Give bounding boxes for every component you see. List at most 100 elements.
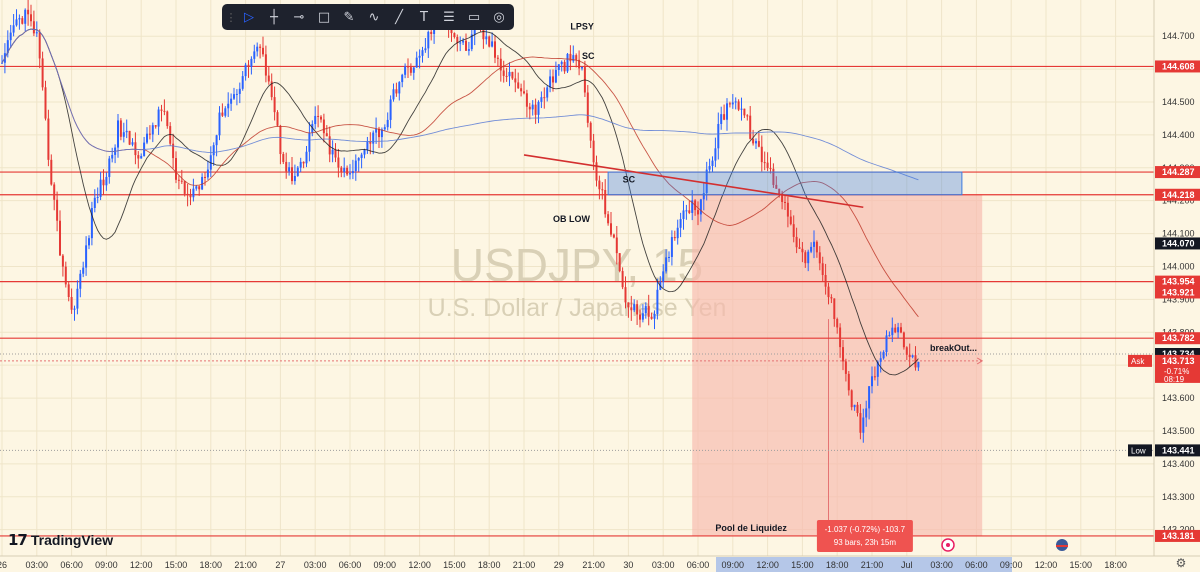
candle-body [641,313,644,320]
candle-body [267,75,270,82]
candle-body [682,210,685,220]
candle-body [6,40,9,54]
candle-body [798,247,801,249]
template-tool-icon[interactable]: ▭ [467,9,481,25]
candle-body [528,106,531,110]
candle-body [64,266,67,285]
measurement-line2: 93 bars, 23h 15m [834,538,897,547]
x-tick-label: 18:00 [478,560,501,570]
x-tick-label: 09:00 [95,560,118,570]
x-tick-label: 06:00 [339,560,362,570]
x-tick-label: 15:00 [791,560,814,570]
time-axis: 26 03:00 06:00 09:00 12:00 15:00 18:00 21:00 27 0… [0,560,1127,570]
candle-body [67,284,70,298]
x-tick-label: 15:00 [443,560,466,570]
path-tool-icon[interactable]: ∿ [368,9,380,25]
candle-body [201,176,204,190]
candle-body [824,275,827,287]
candle-body [314,115,317,125]
toolbar-grip-icon[interactable]: ⋮ [225,10,237,24]
candle-body [401,74,404,83]
candle-body [189,195,192,198]
candle-body [320,116,322,120]
candle-body [250,58,253,67]
x-tick-label: 21:00 [513,560,536,570]
y-tick-label: 143.600 [1162,393,1195,403]
candle-body [418,55,421,58]
candle-body [502,70,505,76]
candle-body [212,145,215,156]
hide-tool-icon[interactable]: ◎ [493,9,505,25]
x-tick-label: 18:00 [1104,560,1127,570]
candle-body [537,101,540,115]
candle-body [813,241,815,247]
candle-body [317,115,320,117]
candle-body [38,32,41,59]
y-tick-label: 143.200 [1162,525,1195,535]
candle-body [241,76,244,89]
price-badge-label: 143.441 [1162,445,1195,455]
candle-body [717,123,720,149]
rectangle-tool-icon[interactable]: □ [317,9,331,25]
horizontal-line-tool-icon[interactable]: ⊸ [293,9,305,25]
candle-body [523,91,525,94]
candle-body [206,169,209,178]
candle-body [763,162,766,164]
level-badge-bg [1155,166,1200,179]
settings-tool-icon[interactable]: ☰ [443,9,455,25]
price-badge-countdown: 08:19 [1164,375,1185,384]
brush-tool-icon[interactable]: ✎ [343,9,355,25]
tradingview-logo[interactable]: 17 TradingView [8,531,113,549]
candle-body [59,220,61,256]
candle-body [285,161,288,172]
candle-body [531,104,534,110]
symbol-watermark: USDJPY, 15U.S. Dollar / Japanese Yen [428,239,727,322]
candle-body [9,32,12,41]
level-badge-bg [1155,188,1200,201]
candle-body [61,255,64,267]
candle-body [282,154,285,162]
x-tick-label: 27 [275,560,285,570]
x-tick-label: 29 [554,560,564,570]
chart-settings-icon[interactable]: ⚙ [1175,556,1187,570]
candle-body [862,417,865,433]
candle-body [41,58,44,88]
candle-body [215,135,218,146]
candle-body [691,200,694,213]
candle-body [93,197,96,208]
candle-body [572,55,575,62]
candle-body [328,136,331,155]
x-tick-label: Jul [901,560,913,570]
candle-body [525,93,528,107]
candle-body [711,160,714,167]
candle-body [230,98,233,104]
y-tick-label: 143.900 [1162,294,1195,304]
crosshair-tool-icon[interactable]: ┼ [270,9,278,25]
candle-body [125,130,128,133]
candle-body [699,199,702,215]
candle-body [99,179,102,197]
candle-body [175,158,177,180]
candle-body [279,125,282,155]
candle-body [491,41,494,47]
candle-body [398,82,401,94]
x-tick-label: 06:00 [60,560,83,570]
candle-body [270,81,273,98]
annotation-label: OB LOW [553,214,590,224]
cursor-tool-icon[interactable]: ▷ [244,9,254,25]
candle-body [404,66,407,75]
candle-body [836,319,839,328]
candle-body [409,67,412,73]
candle-body [53,184,56,200]
candle-body [627,302,630,308]
candle-body [131,142,134,145]
tradingview-mark-icon: 17 [8,531,28,549]
candle-body [291,167,293,182]
candle-body [726,103,728,120]
candle-body [415,57,418,68]
trend-line-tool-icon[interactable]: ╱ [395,9,403,25]
text-tool-icon[interactable]: T [420,9,428,25]
y-tick-label: 144.100 [1162,229,1195,239]
candle-body [244,64,247,77]
